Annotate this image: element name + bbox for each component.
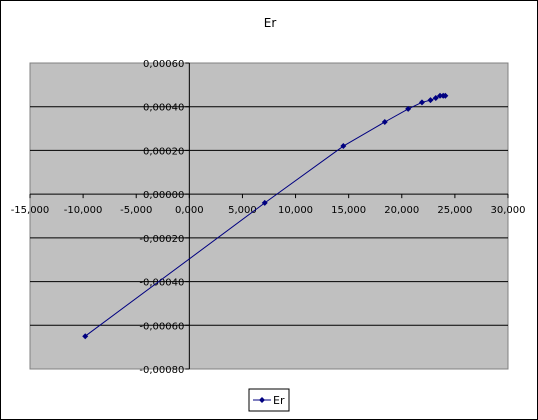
data-point bbox=[418, 99, 425, 106]
data-point bbox=[261, 199, 268, 206]
axes bbox=[29, 62, 509, 370]
x-tick-label-9: 30,000 bbox=[491, 205, 526, 216]
data-point bbox=[437, 92, 444, 99]
gridlines bbox=[30, 106, 508, 326]
y-tick-label-0: 0,00060 bbox=[143, 59, 184, 70]
y-tick-label-6: -0,00060 bbox=[139, 321, 184, 332]
data-point bbox=[442, 92, 449, 99]
data-point bbox=[381, 119, 388, 126]
x-tick-label-2: -5,000 bbox=[120, 205, 152, 216]
x-tick-label-3: 0,000 bbox=[175, 205, 204, 216]
legend-marker bbox=[259, 397, 265, 403]
y-tick-label-1: 0,00040 bbox=[143, 103, 184, 114]
data-point bbox=[427, 97, 434, 104]
y-tick-label-7: -0,00080 bbox=[139, 365, 184, 376]
x-tick-label-8: 25,000 bbox=[437, 205, 472, 216]
y-tick-label-3: 0,00000 bbox=[143, 190, 184, 201]
x-tick-label-4: 5,000 bbox=[228, 205, 257, 216]
x-tick-label-1: -10,000 bbox=[64, 205, 103, 216]
legend: Er bbox=[248, 388, 290, 412]
series-er bbox=[82, 92, 449, 340]
x-tick-label-6: 15,000 bbox=[331, 205, 366, 216]
y-tick-label-2: 0,00020 bbox=[143, 146, 184, 157]
chart-title: Er bbox=[264, 16, 277, 30]
data-point bbox=[340, 143, 347, 150]
data-point bbox=[82, 333, 89, 340]
legend-label: Er bbox=[273, 394, 285, 407]
y-tick-label-5: -0,00040 bbox=[139, 278, 184, 289]
tick-labels: -15,000 -10,000 -5,000 0,000 5,000 10,000 15,0… bbox=[11, 59, 526, 376]
y-tick-label-4: -0,00020 bbox=[139, 234, 184, 245]
data-point bbox=[432, 94, 439, 101]
x-tick-label-7: 20,000 bbox=[384, 205, 419, 216]
x-tick-label-5: 10,000 bbox=[278, 205, 313, 216]
data-point bbox=[405, 105, 412, 112]
x-tick-label-0: -15,000 bbox=[11, 205, 50, 216]
